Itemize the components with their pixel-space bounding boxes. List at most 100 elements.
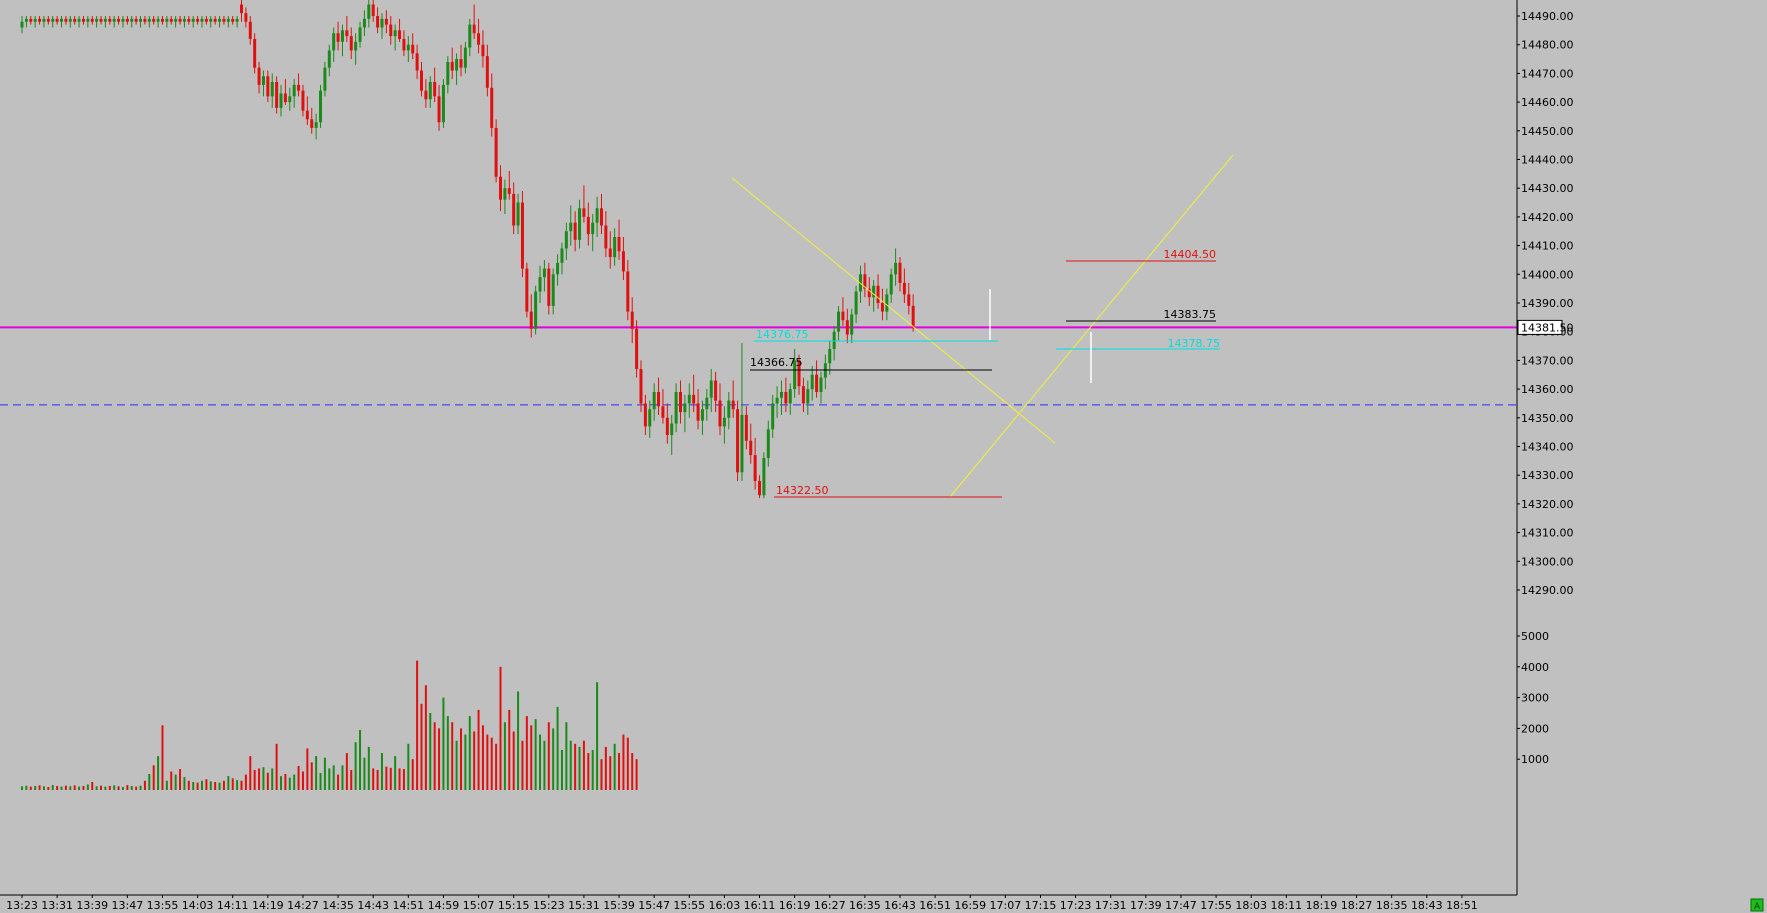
volume-bar <box>126 785 129 790</box>
candle-body <box>793 360 797 390</box>
volume-bar <box>249 756 252 790</box>
volume-bar <box>100 785 103 790</box>
volume-bar <box>117 786 120 790</box>
candle-body <box>169 18 173 22</box>
volume-bar <box>21 786 23 790</box>
volume-bar <box>29 786 32 790</box>
candle-body <box>542 268 546 278</box>
time-tick-label: 13:31 <box>41 899 73 912</box>
volume-bar <box>521 740 524 790</box>
candle-body <box>345 30 349 37</box>
volume-bar <box>486 734 489 790</box>
candle-body <box>305 110 309 120</box>
candle-body <box>244 13 248 22</box>
candle-body <box>389 24 393 37</box>
volume-bar <box>534 719 537 790</box>
volume-bar <box>139 785 142 790</box>
volume-bar <box>301 771 304 790</box>
candle-body <box>191 18 195 22</box>
price-tick-label: 14470.00 <box>1521 67 1574 80</box>
price-tick-label: 14310.00 <box>1521 527 1574 540</box>
time-tick-label: 13:55 <box>147 899 179 912</box>
volume-bar <box>183 777 186 790</box>
candle-body <box>472 24 476 34</box>
candle-body <box>393 30 397 37</box>
time-tick-label: 16:27 <box>814 899 846 912</box>
candle-body <box>749 440 753 456</box>
volume-bar <box>60 786 63 790</box>
candle-body <box>837 311 841 332</box>
candle-body <box>683 403 687 413</box>
candles-layer <box>20 0 915 499</box>
time-tick-label: 14:35 <box>322 899 354 912</box>
time-axis[interactable]: 13:23 13:31 13:39 13:47 13:55 14:03 14:11 14:19… <box>6 895 1478 912</box>
volume-bar <box>582 740 585 790</box>
candle-body <box>784 391 788 404</box>
price-tick-label: 14300.00 <box>1521 555 1574 568</box>
candle-body <box>143 18 147 22</box>
time-tick-label: 17:55 <box>1200 899 1232 912</box>
time-tick-label: 16:03 <box>709 899 741 912</box>
status-indicator[interactable]: A <box>1750 898 1764 912</box>
volume-bar <box>517 691 520 790</box>
candle-body <box>174 18 178 22</box>
candle-body <box>696 403 700 421</box>
candle-body <box>595 208 599 223</box>
candle-body <box>692 394 696 404</box>
candle-body <box>160 18 164 22</box>
time-tick-label: 16:51 <box>919 899 951 912</box>
candle-body <box>402 38 406 51</box>
candle-body <box>297 84 301 91</box>
volume-bar <box>407 743 410 790</box>
candle-body <box>582 208 586 217</box>
volume-bar <box>179 769 182 790</box>
volume-bar <box>341 765 344 790</box>
price-axis[interactable]: 14290.00 14300.00 14310.00 14320.00 14330.00… <box>1517 10 1574 597</box>
price-tick-label: 14370.00 <box>1521 354 1574 367</box>
time-tick-label: 17:31 <box>1095 899 1127 912</box>
volume-bar <box>135 786 138 790</box>
candle-body <box>310 119 314 128</box>
volume-bar <box>424 685 427 790</box>
candle-body <box>55 18 59 22</box>
candle-body <box>714 380 718 401</box>
uptrend-line[interactable] <box>949 154 1234 498</box>
volume-bar <box>218 782 221 790</box>
time-tick-label: 15:07 <box>463 899 495 912</box>
candle-body <box>902 282 906 295</box>
time-tick-label: 16:43 <box>884 899 916 912</box>
candle-body <box>867 288 871 298</box>
candle-body <box>801 386 805 404</box>
time-tick-label: 18:03 <box>1235 899 1267 912</box>
candle-body <box>736 409 740 473</box>
volume-bar <box>446 716 449 790</box>
candle-body <box>261 76 265 85</box>
volume-axis[interactable]: 1000 2000 3000 4000 5000 <box>1517 630 1549 766</box>
time-tick-label: 16:59 <box>954 899 986 912</box>
volume-bar <box>560 749 563 790</box>
candle-body <box>850 314 854 335</box>
volume-bar <box>565 722 568 790</box>
candle-body <box>437 96 441 123</box>
volume-bar <box>385 766 388 790</box>
candle-body <box>209 18 213 22</box>
time-tick-label: 14:43 <box>357 899 389 912</box>
candle-body <box>538 277 542 292</box>
candle-body <box>674 391 678 424</box>
volume-bar <box>345 753 348 790</box>
volume-bar <box>600 759 603 790</box>
volume-bar <box>38 785 41 790</box>
candle-body <box>354 41 358 51</box>
candle-body <box>455 59 459 71</box>
volume-bar <box>438 728 441 790</box>
candle-body <box>130 18 134 22</box>
drawings-layer[interactable] <box>731 154 1234 498</box>
candle-body <box>898 262 902 283</box>
status-indicator-label: A <box>1754 902 1761 912</box>
volume-bar <box>552 728 555 790</box>
time-tick-label: 15:31 <box>568 899 600 912</box>
candle-body <box>744 414 748 441</box>
downtrend-line[interactable] <box>731 177 1056 444</box>
candle-body <box>240 4 243 14</box>
